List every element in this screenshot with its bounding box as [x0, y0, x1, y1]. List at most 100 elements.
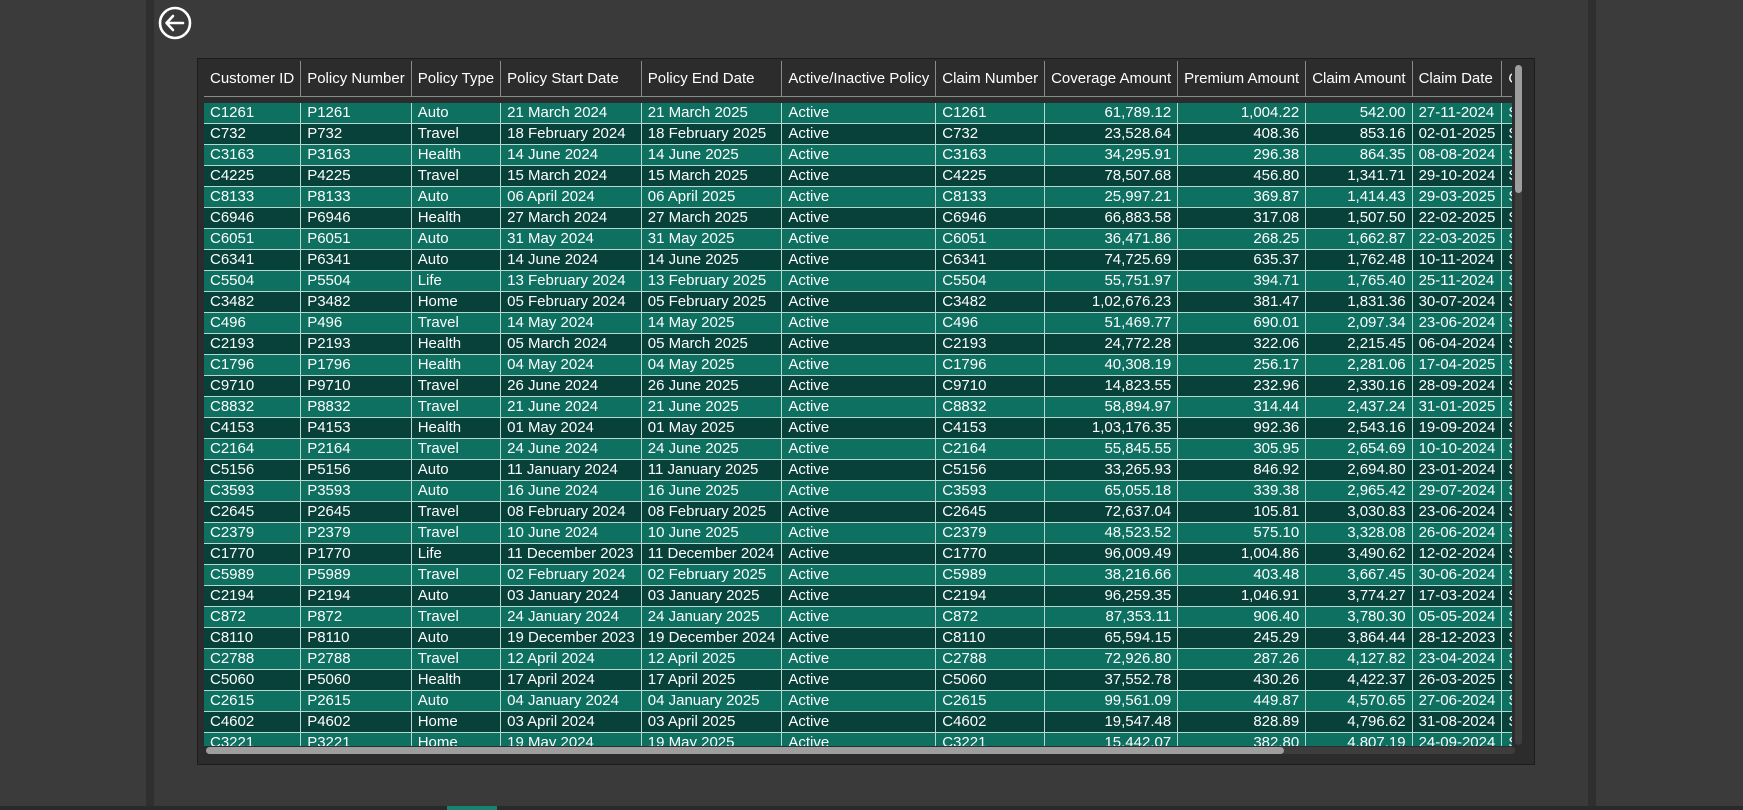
table-row[interactable]: C3593 P3593 Auto 16 June 2024 16 June 2025 Ac…	[204, 480, 1512, 502]
horizontal-scrollbar[interactable]	[206, 747, 1515, 754]
table-cell: 08 February 2025	[641, 501, 783, 523]
table-cell: 381.47	[1177, 291, 1307, 313]
table-cell: C2193	[204, 333, 302, 355]
table-cell: 21 June 2025	[641, 396, 783, 418]
column-header[interactable]: Policy End Date	[641, 61, 783, 97]
table-cell: 4,127.82	[1305, 648, 1413, 670]
table-cell: Active	[781, 711, 937, 733]
table-cell: 339.38	[1177, 480, 1307, 502]
table-cell: Auto	[411, 186, 502, 208]
table-cell: S	[1501, 270, 1512, 292]
table-cell: P5060	[300, 669, 412, 691]
table-cell: 24-09-2024	[1412, 732, 1503, 746]
column-header[interactable]: C	[1501, 61, 1512, 97]
table-cell: C2164	[935, 438, 1046, 460]
horizontal-scroll-thumb[interactable]	[206, 747, 1284, 754]
table-row[interactable]: C2194 P2194 Auto 03 January 2024 03 January …	[204, 585, 1512, 607]
table-row[interactable]: C6946 P6946 Health 27 March 2024 27 March 20…	[204, 207, 1512, 229]
table-row[interactable]: C872 P872 Travel 24 January 2024 24 January …	[204, 606, 1512, 628]
table-cell: C2194	[204, 585, 302, 607]
table-cell: 06-04-2024	[1412, 333, 1503, 355]
table-row[interactable]: C732 P732 Travel 18 February 2024 18 Februar…	[204, 123, 1512, 145]
table-row[interactable]: C4153 P4153 Health 01 May 2024 01 May 2025 Ac…	[204, 417, 1512, 439]
table-cell: 23-06-2024	[1412, 312, 1503, 334]
table-cell: S	[1501, 103, 1512, 124]
table-cell: 4,807.19	[1305, 732, 1413, 746]
table-cell: 3,667.45	[1305, 564, 1413, 586]
table-cell: 287.26	[1177, 648, 1307, 670]
table-row[interactable]: C4225 P4225 Travel 15 March 2024 15 March 20…	[204, 165, 1512, 187]
table-row[interactable]: C3482 P3482 Home 05 February 2024 05 Februar…	[204, 291, 1512, 313]
table-cell: 690.01	[1177, 312, 1307, 334]
table-cell: C5504	[935, 270, 1046, 292]
table-cell: Home	[411, 711, 502, 733]
table-row[interactable]: C3221 P3221 Home 19 May 2024 19 May 2025 Acti…	[204, 732, 1512, 746]
table-cell: 27 March 2025	[641, 207, 783, 229]
back-button[interactable]	[157, 5, 193, 41]
table-row[interactable]: C8832 P8832 Travel 21 June 2024 21 June 2025…	[204, 396, 1512, 418]
left-margin	[0, 0, 152, 810]
column-header[interactable]: Coverage Amount	[1044, 61, 1179, 97]
table-cell: 28-12-2023	[1412, 627, 1503, 649]
table-cell: 38,216.66	[1044, 564, 1179, 586]
table-row[interactable]: C1796 P1796 Health 04 May 2024 04 May 2025 Ac…	[204, 354, 1512, 376]
table-row[interactable]: C5989 P5989 Travel 02 February 2024 02 Febru…	[204, 564, 1512, 586]
table-row[interactable]: C1770 P1770 Life 11 December 2023 11 Decembe…	[204, 543, 1512, 565]
table-cell: 17 April 2025	[641, 669, 783, 691]
table-cell: 15,442.07	[1044, 732, 1179, 746]
table-cell: C6946	[204, 207, 302, 229]
table-cell: 3,030.83	[1305, 501, 1413, 523]
column-header[interactable]: Active/Inactive Policy	[781, 61, 937, 97]
table-cell: C3593	[204, 480, 302, 502]
table-row[interactable]: C3163 P3163 Health 14 June 2024 14 June 2025…	[204, 144, 1512, 166]
column-header[interactable]: Claim Amount	[1305, 61, 1413, 97]
table-cell: Travel	[411, 312, 502, 334]
table-cell: 14 June 2025	[641, 144, 783, 166]
table-row[interactable]: C6341 P6341 Auto 14 June 2024 14 June 2025 Ac…	[204, 249, 1512, 271]
table-row[interactable]: C2615 P2615 Auto 04 January 2024 04 January …	[204, 690, 1512, 712]
table-row[interactable]: C8110 P8110 Auto 19 December 2023 19 Decembe…	[204, 627, 1512, 649]
column-header[interactable]: Policy Number	[300, 61, 412, 97]
table-row[interactable]: C8133 P8133 Auto 06 April 2024 06 April 2025…	[204, 186, 1512, 208]
table-row[interactable]: C5060 P5060 Health 17 April 2024 17 April 20…	[204, 669, 1512, 691]
table-row[interactable]: C1261 P1261 Auto 21 March 2024 21 March 2025…	[204, 103, 1512, 124]
table-cell: 1,831.36	[1305, 291, 1413, 313]
table-cell: C2645	[935, 501, 1046, 523]
table-row[interactable]: C2788 P2788 Travel 12 April 2024 12 April 20…	[204, 648, 1512, 670]
table-cell: 575.10	[1177, 522, 1307, 544]
table-cell: 245.29	[1177, 627, 1307, 649]
table-row[interactable]: C2645 P2645 Travel 08 February 2024 08 Febru…	[204, 501, 1512, 523]
table-row[interactable]: C6051 P6051 Auto 31 May 2024 31 May 2025 Acti…	[204, 228, 1512, 250]
table-row[interactable]: C2379 P2379 Travel 10 June 2024 10 June 2025…	[204, 522, 1512, 544]
table-cell: 1,02,676.23	[1044, 291, 1179, 313]
table-cell: Active	[781, 291, 937, 313]
table-cell: Active	[781, 543, 937, 565]
table-row[interactable]: C2193 P2193 Health 05 March 2024 05 March 20…	[204, 333, 1512, 355]
table-row[interactable]: C5156 P5156 Auto 11 January 2024 11 January …	[204, 459, 1512, 481]
column-header[interactable]: Claim Number	[935, 61, 1046, 97]
table-row[interactable]: C5504 P5504 Life 13 February 2024 13 Februar…	[204, 270, 1512, 292]
column-header[interactable]: Policy Type	[411, 61, 502, 97]
column-header[interactable]: Policy Start Date	[500, 61, 642, 97]
table-row[interactable]: C496 P496 Travel 14 May 2024 14 May 2025 Acti…	[204, 312, 1512, 334]
table-cell: 10-11-2024	[1412, 249, 1503, 271]
table-row[interactable]: C9710 P9710 Travel 26 June 2024 26 June 2025…	[204, 375, 1512, 397]
column-header[interactable]: Claim Date	[1412, 61, 1503, 97]
table-row[interactable]: C4602 P4602 Home 03 April 2024 03 April 2025…	[204, 711, 1512, 733]
table-cell: 14 May 2025	[641, 312, 783, 334]
vertical-scrollbar[interactable]	[1515, 65, 1522, 745]
table-cell: 12-02-2024	[1412, 543, 1503, 565]
table-cell: Travel	[411, 606, 502, 628]
table-cell: S	[1501, 480, 1512, 502]
table-cell: Health	[411, 669, 502, 691]
table-cell: 26-03-2025	[1412, 669, 1503, 691]
vertical-scroll-thumb[interactable]	[1515, 65, 1522, 193]
table-cell: 96,009.49	[1044, 543, 1179, 565]
table-row[interactable]: C2164 P2164 Travel 24 June 2024 24 June 2025…	[204, 438, 1512, 460]
table-cell: S	[1501, 501, 1512, 523]
table-cell: 03 April 2025	[641, 711, 783, 733]
table-cell: 23,528.64	[1044, 123, 1179, 145]
active-page-tab[interactable]	[447, 806, 497, 810]
column-header[interactable]: Premium Amount	[1177, 61, 1307, 97]
column-header[interactable]: Customer ID	[204, 61, 302, 97]
